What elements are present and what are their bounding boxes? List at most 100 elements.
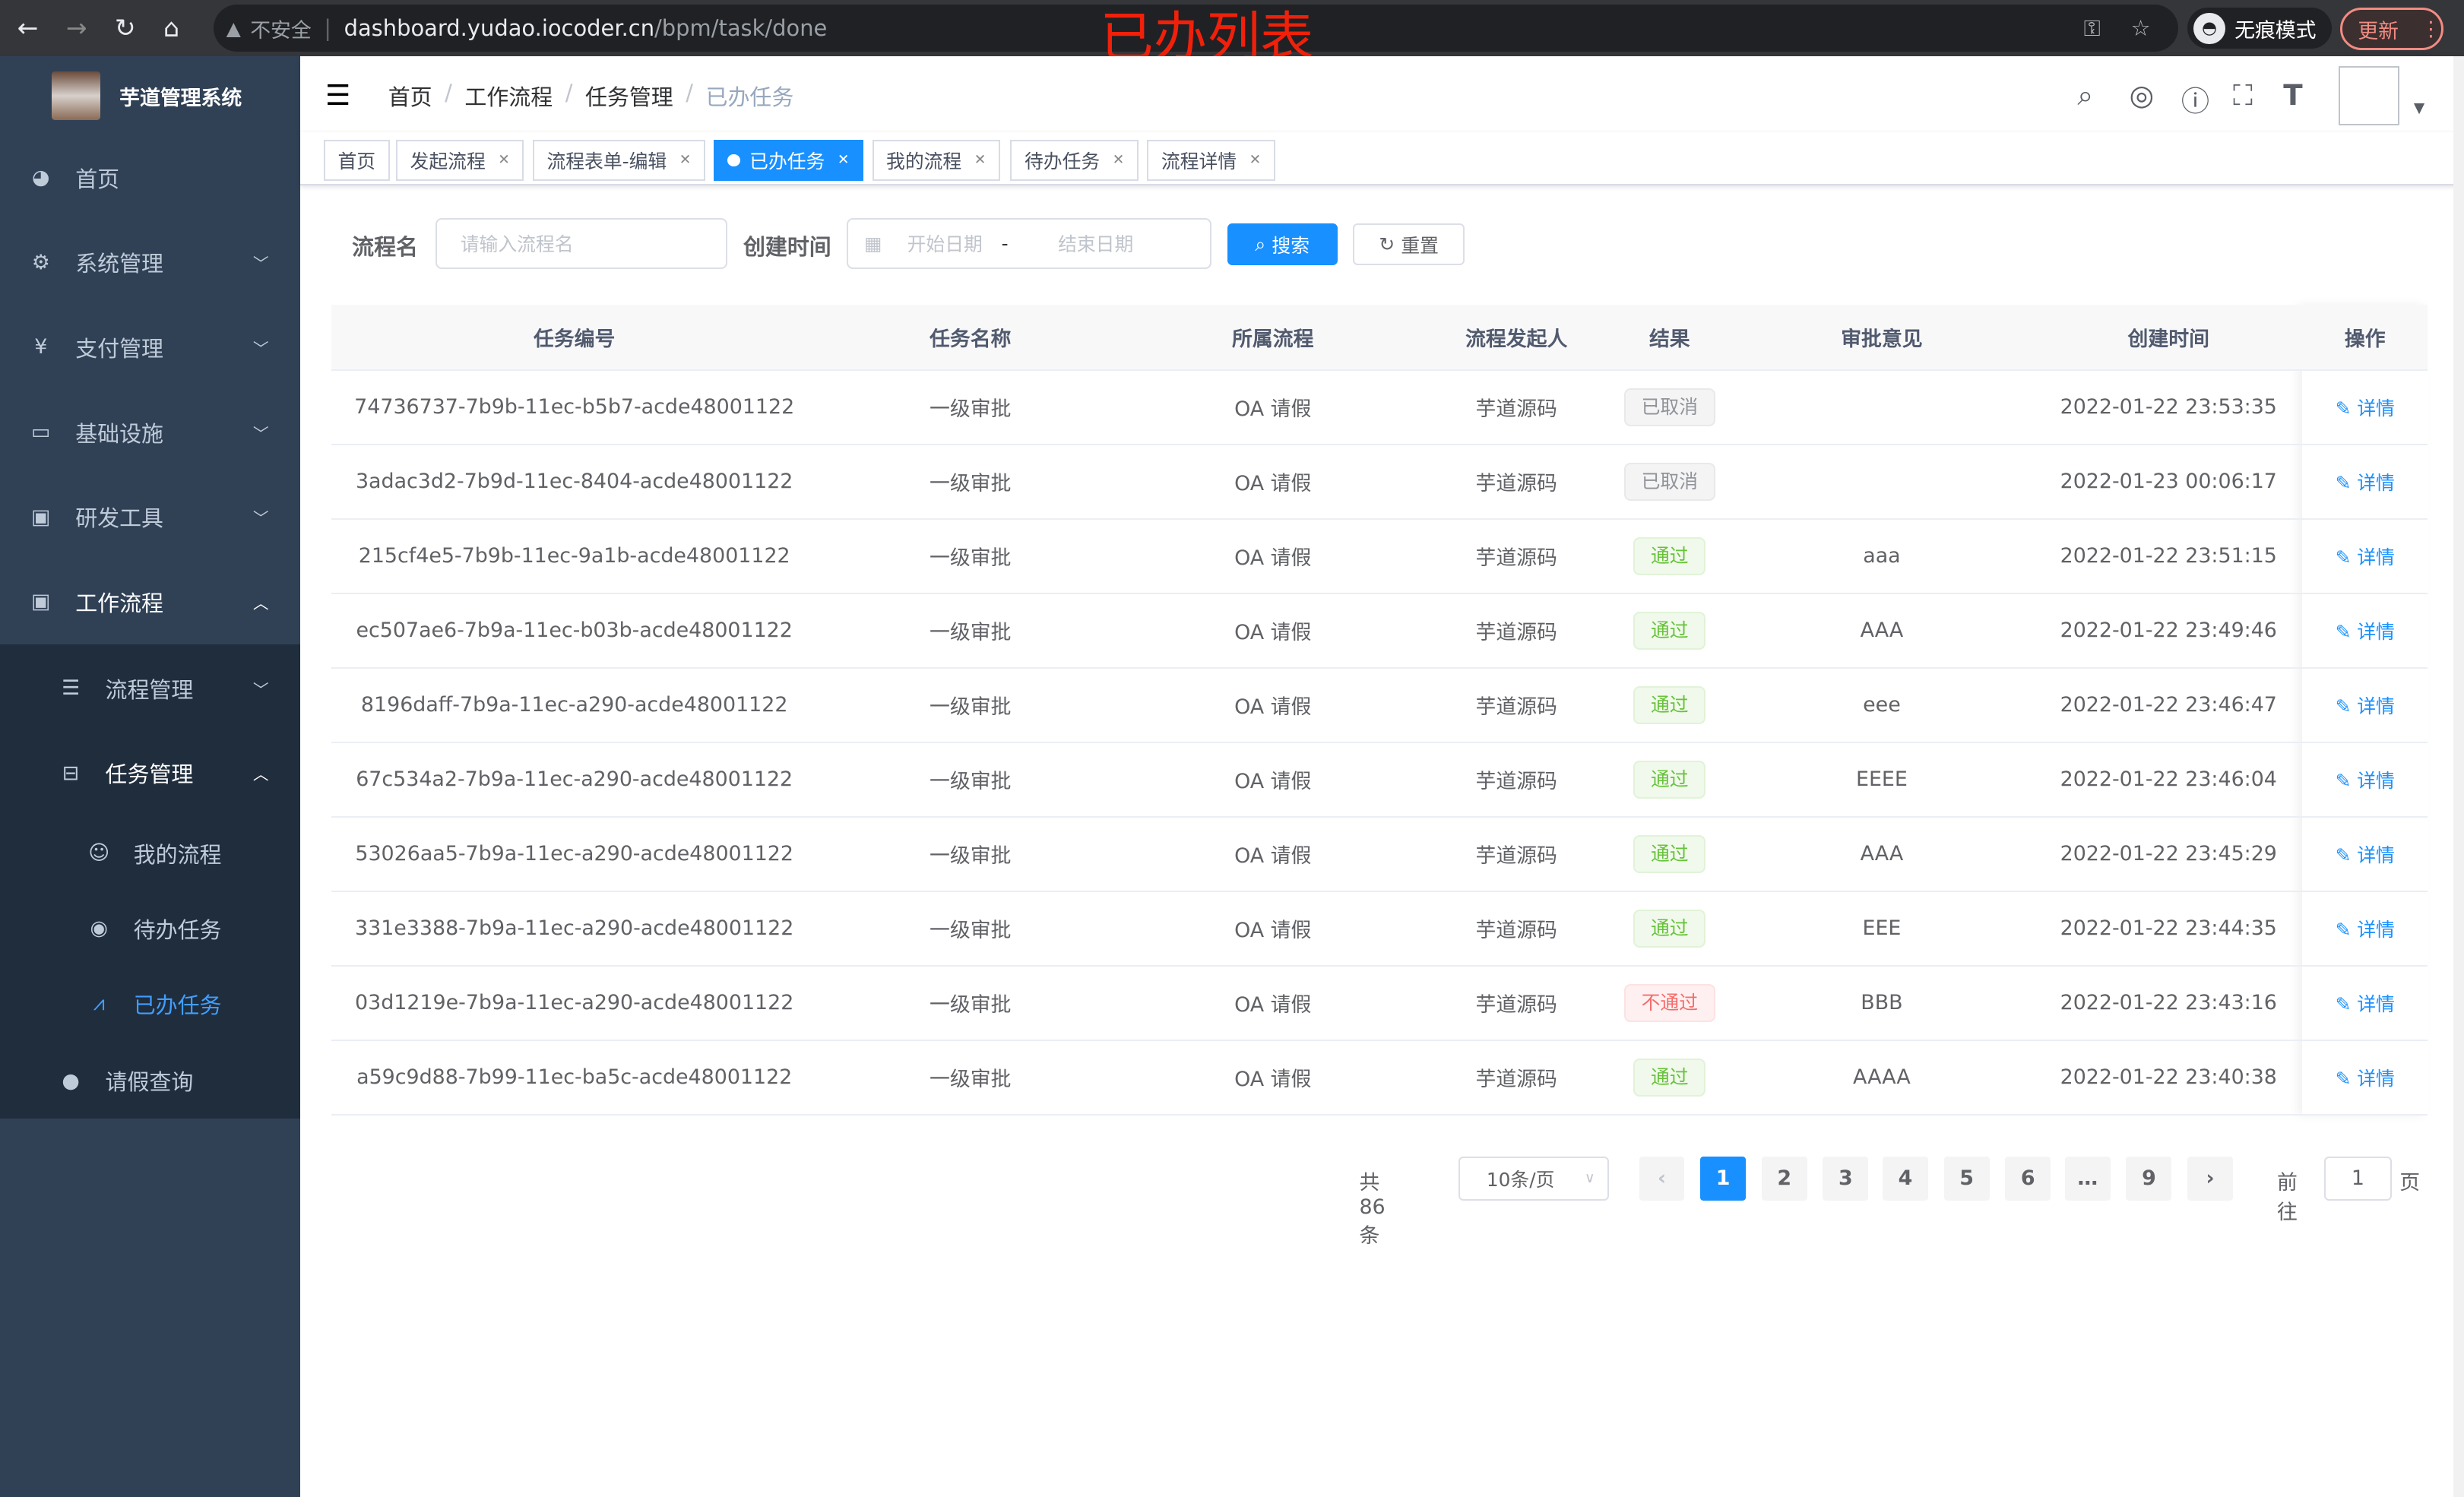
time-cell: 2022-01-22 23:43:16 xyxy=(2060,991,2277,1015)
close-icon[interactable]: ✕ xyxy=(837,152,850,169)
page-scrollbar[interactable] xyxy=(2453,56,2464,1497)
breadcrumb-item[interactable]: 首页 xyxy=(388,84,432,111)
menu-label: 系统管理 xyxy=(75,251,163,277)
detail-button[interactable]: ✎ 详情 xyxy=(2302,617,2428,644)
forward-icon[interactable]: → xyxy=(65,12,87,43)
tag-done-tasks[interactable]: 已办任务 ✕ xyxy=(713,140,863,181)
tag-my-process[interactable]: 我的流程 ✕ xyxy=(872,140,1000,181)
detail-button[interactable]: ✎ 详情 xyxy=(2302,692,2428,719)
sidebar-item-my-process[interactable]: ☺ 我的流程 xyxy=(0,815,300,891)
browser-toolbar: ← → ↻ ⌂ ▲ 不安全 | dashboard.yudao.iocoder.… xyxy=(0,0,2464,57)
detail-button[interactable]: ✎ 详情 xyxy=(2302,989,2428,1017)
tag-label: 首页 xyxy=(337,150,376,172)
tag-form-edit[interactable]: 流程表单-编辑 ✕ xyxy=(532,140,705,181)
table-row: 74736737-7b9b-11ec-b5b7-acde48001122 一级审批… xyxy=(331,371,2428,445)
user-icon: ● xyxy=(62,1068,80,1093)
goto-value: 1 xyxy=(2351,1166,2364,1191)
star-icon[interactable]: ☆ xyxy=(2130,15,2151,42)
tag-home[interactable]: 首页 xyxy=(323,140,390,181)
page-button[interactable]: 4 xyxy=(1882,1156,1928,1201)
table-row: 331e3388-7b9a-11ec-a290-acde48001122 一级审批… xyxy=(331,892,2428,967)
github-icon[interactable]: ◎ xyxy=(2129,78,2155,112)
tag-process-detail[interactable]: 流程详情 ✕ xyxy=(1147,140,1275,181)
avatar[interactable] xyxy=(2338,65,2400,126)
sidebar-item-pay[interactable]: ¥ 支付管理 ﹀ xyxy=(0,305,300,390)
prev-page-button[interactable]: ‹ xyxy=(1639,1156,1685,1201)
detail-button[interactable]: ✎ 详情 xyxy=(2302,543,2428,570)
next-page-button[interactable]: › xyxy=(2187,1156,2234,1201)
menu-label: 我的流程 xyxy=(133,841,222,868)
reload-icon[interactable]: ↻ xyxy=(114,12,136,43)
back-icon[interactable]: ← xyxy=(17,12,39,43)
page-button[interactable]: 5 xyxy=(1943,1156,1990,1201)
tag-todo-tasks[interactable]: 待办任务 ✕ xyxy=(1010,140,1139,181)
goto-label: 前往 xyxy=(2276,1171,2298,1225)
end-date[interactable]: 结束日期 xyxy=(1058,233,1134,256)
initiator-cell: 芋道源码 xyxy=(1475,397,1557,422)
column-header: 操作 xyxy=(2344,328,2386,352)
close-icon[interactable]: ✕ xyxy=(974,152,987,169)
close-icon[interactable]: ✕ xyxy=(498,152,510,169)
page-button[interactable]: … xyxy=(2064,1156,2111,1201)
search-button[interactable]: ⌕ 搜索 xyxy=(1227,223,1338,266)
time-cell: 2022-01-23 00:06:17 xyxy=(2060,470,2277,494)
initiator-cell: 芋道源码 xyxy=(1475,844,1557,869)
detail-button[interactable]: ✎ 详情 xyxy=(2302,394,2428,421)
address-bar[interactable]: ▲ 不安全 | dashboard.yudao.iocoder.cn/bpm/t… xyxy=(214,5,2178,52)
sidebar-item-leave[interactable]: ● 请假查询 xyxy=(0,1042,300,1120)
detail-label: 详情 xyxy=(2357,471,2395,494)
detail-button[interactable]: ✎ 详情 xyxy=(2302,840,2428,868)
sidebar-item-devtools[interactable]: ▣ 研发工具 ﹀ xyxy=(0,474,300,559)
page-button[interactable]: 2 xyxy=(1761,1156,1807,1201)
font-size-icon[interactable]: T xyxy=(2283,78,2303,112)
update-button[interactable]: 更新 ⋮ xyxy=(2339,8,2444,51)
detail-button[interactable]: ✎ 详情 xyxy=(2302,468,2428,495)
sidebar-item-todo[interactable]: ◉ 待办任务 xyxy=(0,891,300,966)
start-date[interactable]: 开始日期 xyxy=(907,233,983,256)
name-cell: 一级审批 xyxy=(929,993,1012,1018)
sidebar-item-system[interactable]: ⚙ 系统管理 ﹀ xyxy=(0,220,300,305)
detail-button[interactable]: ✎ 详情 xyxy=(2302,1064,2428,1091)
comment-cell: BBB xyxy=(1861,991,1903,1015)
page-button[interactable]: 9 xyxy=(2126,1156,2172,1201)
table-row: 53026aa5-7b9a-11ec-a290-acde48001122 一级审批… xyxy=(331,818,2428,892)
close-icon[interactable]: ✕ xyxy=(1249,152,1262,169)
page-button[interactable]: 6 xyxy=(2005,1156,2051,1201)
help-icon[interactable]: ⓘ xyxy=(2181,84,2210,119)
close-icon[interactable]: ✕ xyxy=(1112,152,1125,169)
sidebar: 芋道管理系统 ◕ 首页 ⚙ 系统管理 ﹀ ¥ 支付管理 ﹀ ▭ 基础设施 ﹀ ▣ 研发工具 ﹀ ▣… xyxy=(0,56,300,1497)
breadcrumb-item[interactable]: 任务管理 xyxy=(584,84,673,111)
reset-button[interactable]: ↻ 重置 xyxy=(1353,223,1465,266)
tag-start-process[interactable]: 发起流程 ✕ xyxy=(396,140,524,181)
goto-page-input[interactable]: 1 xyxy=(2323,1156,2392,1201)
home-icon[interactable]: ⌂ xyxy=(163,12,180,43)
fullscreen-icon[interactable]: ⛶ xyxy=(2233,78,2253,112)
total-count: 共 86 条 xyxy=(1359,1171,1386,1249)
tree-icon: ☰ xyxy=(61,676,81,701)
hamburger-icon[interactable]: ☰ xyxy=(325,78,351,112)
sidebar-item-workflow[interactable]: ▣ 工作流程 ︿ xyxy=(0,559,300,644)
result-cell: 通过 xyxy=(1610,612,1728,650)
process-name-input[interactable]: 请输入流程名 xyxy=(435,218,728,269)
caret-down-icon[interactable]: ▼ xyxy=(2413,100,2425,117)
search-icon[interactable]: ⌕ xyxy=(2077,78,2094,112)
key-icon[interactable]: ⚿ xyxy=(2083,14,2101,41)
close-icon[interactable]: ✕ xyxy=(679,152,692,169)
column-header: 任务编号 xyxy=(533,328,616,352)
tag-label: 待办任务 xyxy=(1024,150,1101,172)
page-button[interactable]: 1 xyxy=(1700,1156,1747,1201)
breadcrumb-item[interactable]: 工作流程 xyxy=(464,84,553,111)
chevron-down-icon: ﹀ xyxy=(252,509,269,528)
sidebar-item-home[interactable]: ◕ 首页 xyxy=(0,135,300,220)
sidebar-item-done[interactable]: ⩘ 已办任务 xyxy=(0,967,300,1042)
sidebar-logo[interactable]: 芋道管理系统 xyxy=(0,56,300,135)
sidebar-item-infra[interactable]: ▭ 基础设施 ﹀ xyxy=(0,390,300,475)
detail-button[interactable]: ✎ 详情 xyxy=(2302,915,2428,942)
date-range-picker[interactable]: ▦ 开始日期 - 结束日期 xyxy=(847,218,1212,269)
sidebar-item-process-manage[interactable]: ☰ 流程管理 ﹀ xyxy=(0,646,300,731)
detail-button[interactable]: ✎ 详情 xyxy=(2302,766,2428,793)
incognito-indicator[interactable]: ◓ 无痕模式 xyxy=(2187,8,2333,49)
page-button[interactable]: 3 xyxy=(1823,1156,1869,1201)
page-size-select[interactable]: 10条/页 ∨ xyxy=(1458,1156,1610,1201)
sidebar-item-task-manage[interactable]: ⊟ 任务管理 ︿ xyxy=(0,730,300,815)
